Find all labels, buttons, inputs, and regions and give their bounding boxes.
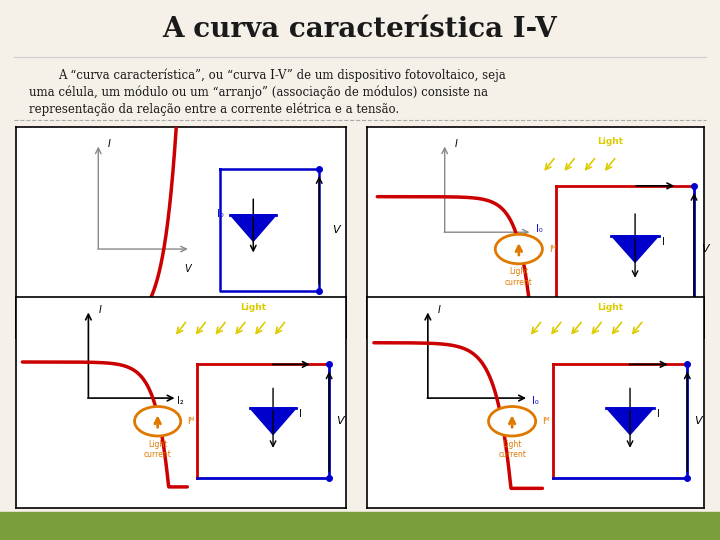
Text: A curva característica I-V: A curva característica I-V [163,16,557,43]
Text: Light
current: Light current [498,440,526,459]
Text: Iᴹ: Iᴹ [549,245,557,254]
Text: I: I [657,409,660,419]
Text: V: V [694,416,702,426]
Text: Iᴹ: Iᴹ [542,417,550,426]
Text: V: V [184,264,191,274]
Polygon shape [230,215,276,241]
Circle shape [495,234,542,264]
Text: I: I [300,409,302,419]
Text: I₂: I₂ [177,396,184,407]
Text: I₀: I₀ [532,396,539,407]
Text: V: V [336,416,343,426]
Text: Iᴹ: Iᴹ [187,417,195,426]
Text: V: V [333,225,340,235]
Bar [0,512,720,540]
Text: V: V [701,244,708,254]
Text: Light: Light [597,137,623,146]
Text: Light: Light [240,303,266,312]
Text: V: V [522,413,529,423]
Text: V: V [171,413,177,423]
Text: I: I [108,139,111,148]
Text: I: I [438,305,441,315]
Text: I: I [99,305,101,315]
Text: I₀: I₀ [217,210,224,219]
Polygon shape [606,408,654,435]
Circle shape [488,407,536,436]
Text: I: I [455,139,458,148]
Text: A “curva característica”, ou “curva I-V” de um dispositivo fotovoltaico, seja: A “curva característica”, ou “curva I-V”… [58,69,505,82]
Text: V: V [526,247,532,257]
Circle shape [135,407,181,436]
Text: Light
current: Light current [505,267,533,287]
Polygon shape [611,236,659,262]
Polygon shape [250,408,296,435]
Text: representação da relação entre a corrente elétrica e a tensão.: representação da relação entre a corrent… [29,102,399,116]
Text: I: I [662,237,665,247]
Text: I₀: I₀ [536,224,542,234]
Text: uma célula, um módulo ou um “arranjo” (associação de módulos) consiste na: uma célula, um módulo ou um “arranjo” (a… [29,85,488,98]
Text: Light: Light [597,303,623,312]
Text: Light
current: Light current [144,440,171,459]
